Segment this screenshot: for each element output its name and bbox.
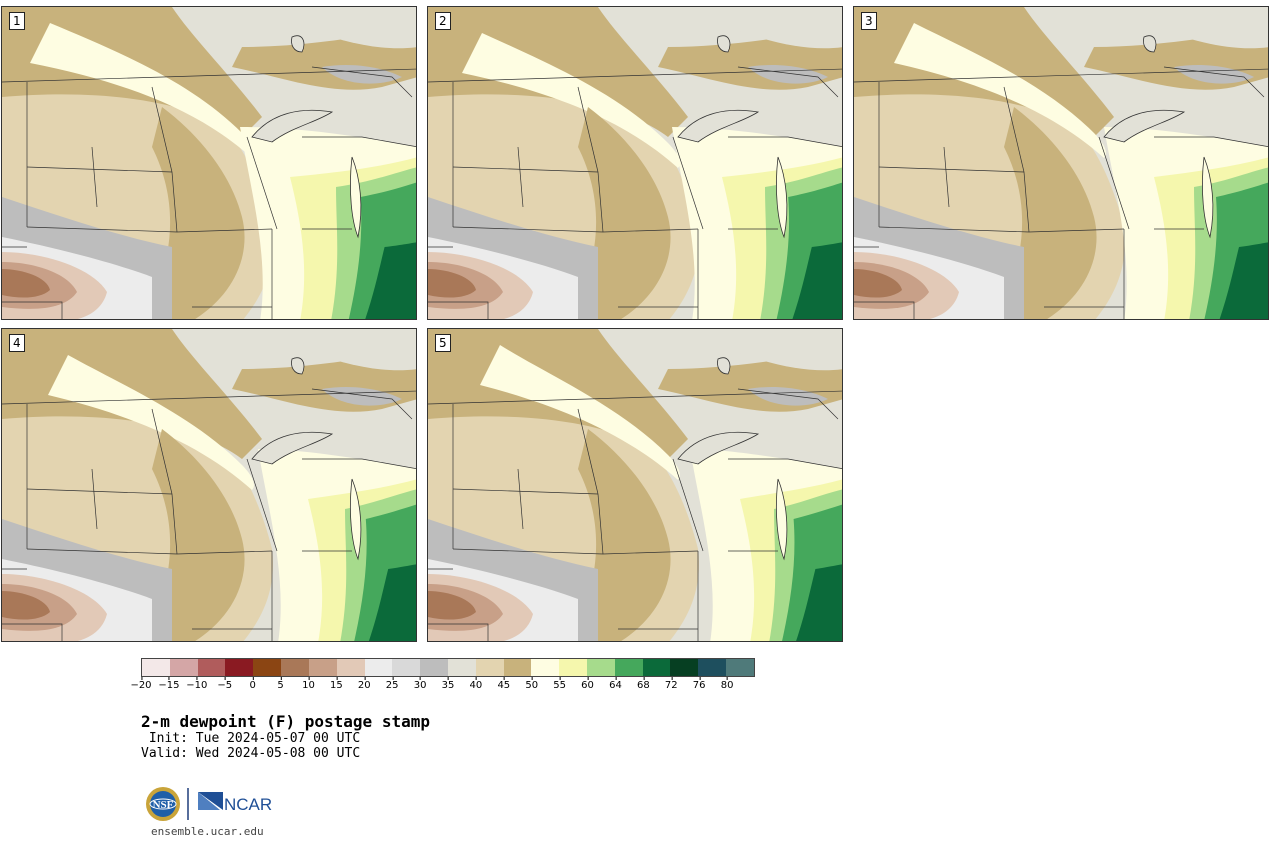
ncar-logo: NCAR — [198, 792, 272, 814]
colorbar-swatch — [225, 659, 254, 676]
site-url[interactable]: ensemble.ucar.edu — [151, 825, 264, 838]
colorbar-swatch — [392, 659, 421, 676]
colorbar-tick-label: 80 — [720, 677, 734, 691]
colorbar-tick-label: 72 — [664, 677, 678, 691]
colorbar-swatch — [642, 659, 671, 676]
colorbar-swatch — [197, 659, 226, 676]
colorbar-swatch — [670, 659, 699, 676]
colorbar-swatch — [447, 659, 476, 676]
colorbar-swatch — [364, 659, 393, 676]
colorbar-tick-label: 20 — [357, 677, 371, 691]
colorbar-swatch — [336, 659, 365, 676]
colorbar-swatch — [698, 659, 727, 676]
colorbar-tick-label: 25 — [385, 677, 399, 691]
colorbar-tick-label: 35 — [441, 677, 455, 691]
colorbar-tick-label: 76 — [692, 677, 706, 691]
colorbar-tick-label: 64 — [609, 677, 622, 691]
colorbar-tick-label: 60 — [581, 677, 594, 691]
colorbar-tick-label: 55 — [553, 677, 566, 691]
valid-time: Valid: Wed 2024-05-08 00 UTC — [141, 746, 361, 761]
logo-area: NSF NCAR — [145, 786, 275, 822]
panel-number-2: 2 — [435, 12, 451, 30]
nsf-logo-text: NSF — [153, 799, 174, 811]
panel-number-5: 5 — [435, 334, 451, 352]
panel-number-4: 4 — [9, 334, 25, 352]
colorbar-swatch — [420, 659, 448, 676]
colorbar-swatch — [726, 659, 754, 676]
dewpoint-map-5 — [428, 329, 842, 641]
colorbar-swatch — [587, 659, 615, 676]
colorbar-swatch — [614, 659, 643, 676]
colorbar-tick-label: −5 — [217, 677, 233, 691]
colorbar-swatch — [253, 659, 282, 676]
colorbar-tick-label: 45 — [497, 677, 511, 691]
colorbar — [141, 658, 755, 677]
init-time: Init: Tue 2024-05-07 00 UTC — [141, 731, 361, 746]
dewpoint-map-4 — [2, 329, 416, 641]
dewpoint-map-3 — [854, 7, 1268, 319]
colorbar-tick-label: −15 — [158, 677, 180, 691]
panel-number-3: 3 — [861, 12, 877, 30]
colorbar-swatch — [169, 659, 198, 676]
map-panel-1[interactable]: 1 — [1, 6, 417, 320]
map-panel-4[interactable]: 4 — [1, 328, 417, 642]
colorbar-swatch — [281, 659, 309, 676]
colorbar-swatch — [475, 659, 504, 676]
colorbar-tick-label: 30 — [413, 677, 427, 691]
colorbar-tick-label: 68 — [636, 677, 650, 691]
colorbar-tick-label: −10 — [186, 677, 208, 691]
colorbar-tick-label: 50 — [525, 677, 539, 691]
map-panel-3[interactable]: 3 — [853, 6, 1269, 320]
panel-number-1: 1 — [9, 12, 25, 30]
colorbar-tick-label: −20 — [130, 677, 152, 691]
map-panel-2[interactable]: 2 — [427, 6, 843, 320]
colorbar-tick-label: 0 — [249, 677, 256, 691]
chart-title: 2-m dewpoint (F) postage stamp — [141, 712, 430, 731]
colorbar-swatch — [308, 659, 337, 676]
colorbar-tick-label: 15 — [329, 677, 343, 691]
dewpoint-map-1 — [2, 7, 416, 319]
ncar-logo-text: NCAR — [224, 795, 272, 814]
colorbar-swatch — [531, 659, 560, 676]
nsf-logo: NSF — [146, 787, 180, 821]
colorbar-swatch — [142, 659, 170, 676]
colorbar-ticks: −20 −15 −10 −5 0 5 10 15 20 25 30 35 40 45 50 55 60 64 68 7… — [130, 677, 755, 696]
colorbar-tick-label: 10 — [302, 677, 315, 691]
colorbar-tick-label: 5 — [277, 677, 284, 691]
colorbar-swatch — [559, 659, 587, 676]
colorbar-swatch — [503, 659, 532, 676]
dewpoint-map-2 — [428, 7, 842, 319]
map-panel-5[interactable]: 5 — [427, 328, 843, 642]
colorbar-tick-label: 40 — [469, 677, 483, 691]
